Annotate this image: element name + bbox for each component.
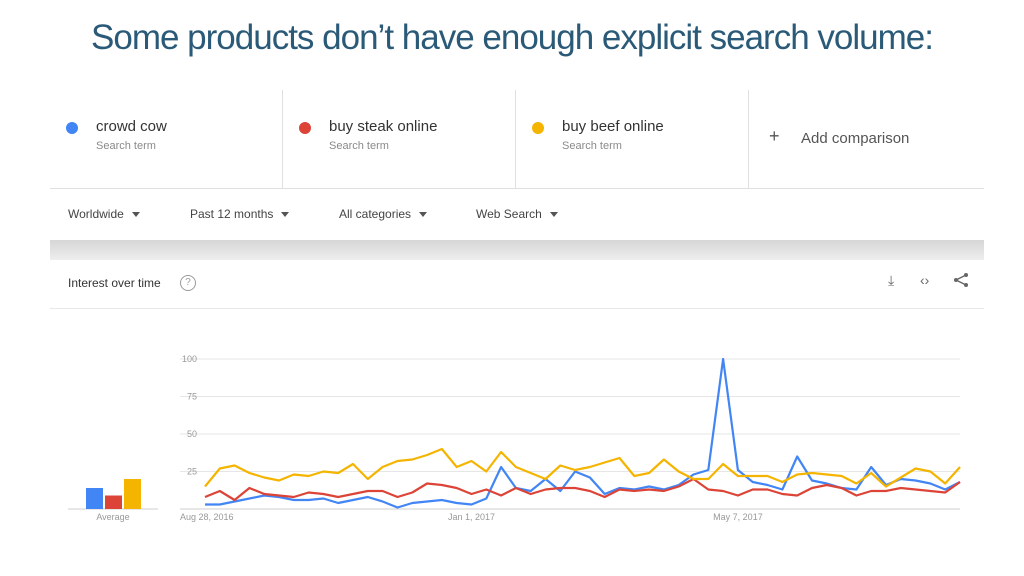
region-value: Worldwide <box>68 207 124 221</box>
period-dropdown[interactable]: Past 12 months <box>190 207 290 221</box>
y-tick-label: 100 <box>182 354 197 364</box>
average-bar-crowd-cow <box>86 488 103 509</box>
region-dropdown[interactable]: Worldwide <box>68 207 140 221</box>
y-tick-label: 25 <box>187 467 197 477</box>
term-buy-beef-online[interactable]: buy beef online Search term <box>516 90 749 188</box>
category-value: All categories <box>339 207 412 221</box>
download-icon[interactable]: ⤓ <box>888 272 895 288</box>
category-dropdown[interactable]: All categories <box>339 207 428 221</box>
share-icon[interactable] <box>953 272 969 291</box>
comparison-terms: crowd cow Search term buy steak online S… <box>50 90 984 189</box>
add-comparison-label[interactable]: Add comparison <box>801 130 910 147</box>
x-tick-label: May 7, 2017 <box>713 512 763 522</box>
filter-bar: Worldwide Past 12 months All categories … <box>50 190 984 240</box>
panel-title: Interest over time <box>68 276 161 290</box>
average-label: Average <box>96 512 129 522</box>
x-tick-label: Jan 1, 2017 <box>448 512 495 522</box>
term-name[interactable]: crowd cow <box>96 118 167 135</box>
plus-icon[interactable]: + <box>769 126 780 146</box>
term-type: Search term <box>96 140 156 152</box>
embed-code-icon[interactable]: ‹› <box>920 272 930 288</box>
term-buy-steak-online[interactable]: buy steak online Search term <box>283 90 516 188</box>
caret-down-icon <box>549 212 558 218</box>
term-crowd-cow[interactable]: crowd cow Search term <box>50 90 283 188</box>
series-color-dot <box>532 122 544 134</box>
term-name[interactable]: buy beef online <box>562 118 664 135</box>
series-color-dot <box>66 122 78 134</box>
term-type: Search term <box>562 140 622 152</box>
period-value: Past 12 months <box>190 207 274 221</box>
series-line-buy-beef-online <box>204 447 961 488</box>
property-value: Web Search <box>476 207 542 221</box>
y-tick-label: 50 <box>187 429 197 439</box>
average-bar-buy-steak-online <box>105 495 122 509</box>
x-tick-label: Aug 28, 2016 <box>180 512 234 522</box>
series-line-crowd-cow <box>205 357 961 509</box>
term-type: Search term <box>329 140 389 152</box>
series-color-dot <box>299 122 311 134</box>
add-comparison-button[interactable]: + Add comparison <box>749 90 982 188</box>
caret-down-icon <box>281 212 290 218</box>
interest-panel-header: Interest over time ? ⤓ ‹› <box>50 262 984 309</box>
section-divider <box>50 240 984 260</box>
help-icon[interactable]: ? <box>180 275 196 291</box>
average-bar-buy-beef-online <box>124 479 141 509</box>
slide-title: Some products don’t have enough explicit… <box>91 18 934 57</box>
caret-down-icon <box>131 212 140 218</box>
property-dropdown[interactable]: Web Search <box>476 207 558 221</box>
caret-down-icon <box>419 212 428 218</box>
term-name[interactable]: buy steak online <box>329 118 438 135</box>
series-line-buy-steak-online <box>204 477 961 502</box>
y-tick-label: 75 <box>187 392 197 402</box>
